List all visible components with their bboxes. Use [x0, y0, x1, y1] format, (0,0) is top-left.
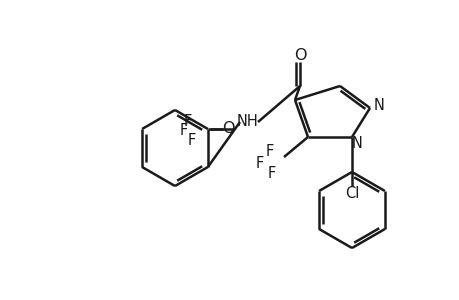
Text: N: N — [373, 98, 384, 112]
Text: F: F — [179, 124, 188, 139]
Text: NH: NH — [236, 115, 258, 130]
Text: F: F — [187, 134, 196, 148]
Text: N: N — [351, 136, 362, 152]
Text: F: F — [255, 157, 263, 172]
Text: O: O — [293, 47, 306, 62]
Text: F: F — [267, 167, 275, 182]
Text: O: O — [221, 122, 234, 136]
Text: F: F — [265, 145, 274, 160]
Text: Cl: Cl — [344, 187, 358, 202]
Text: F: F — [184, 113, 191, 128]
